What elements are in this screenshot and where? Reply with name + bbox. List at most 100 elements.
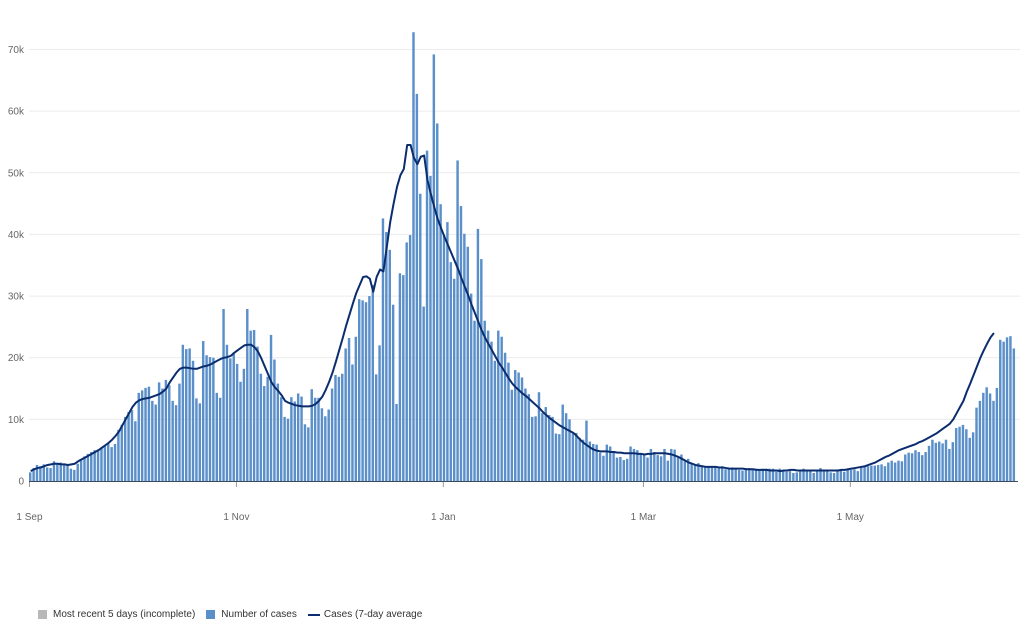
case-bar bbox=[439, 204, 442, 481]
case-bar bbox=[703, 466, 707, 481]
case-bar bbox=[59, 462, 62, 481]
case-bar bbox=[269, 334, 273, 481]
case-bar bbox=[822, 470, 826, 481]
case-bar bbox=[317, 397, 320, 481]
case-bar bbox=[754, 468, 758, 481]
case-bar bbox=[761, 468, 765, 481]
case-bar bbox=[307, 427, 310, 481]
case-bar bbox=[218, 397, 222, 481]
case-bar bbox=[944, 439, 948, 481]
case-bar bbox=[839, 470, 843, 481]
case-bar bbox=[507, 362, 510, 481]
case-bar bbox=[805, 469, 809, 481]
case-bar bbox=[551, 416, 554, 481]
case-bar bbox=[107, 442, 110, 481]
case-bar bbox=[866, 466, 870, 481]
case-bar bbox=[897, 460, 900, 481]
case-bar bbox=[442, 235, 446, 481]
case-bar bbox=[405, 242, 408, 481]
case-bar bbox=[476, 228, 480, 481]
y-tick-label: 20k bbox=[8, 353, 25, 364]
case-bar bbox=[171, 400, 174, 481]
case-bar bbox=[693, 464, 697, 481]
case-bar bbox=[605, 444, 609, 481]
x-tick-label: 1 Sep bbox=[16, 512, 43, 523]
case-bar bbox=[568, 419, 571, 481]
case-bar bbox=[330, 388, 334, 481]
case-bar bbox=[239, 381, 242, 481]
case-bar bbox=[263, 386, 266, 481]
case-bar bbox=[469, 293, 473, 481]
case-bar bbox=[710, 466, 714, 481]
case-bar bbox=[466, 246, 469, 481]
case-bar bbox=[286, 418, 290, 481]
case-bar bbox=[347, 337, 351, 481]
case-bar bbox=[185, 349, 188, 481]
case-bar bbox=[558, 434, 561, 481]
case-bar bbox=[765, 468, 768, 481]
case-bar bbox=[954, 427, 958, 481]
case-bar bbox=[157, 382, 161, 481]
case-bar bbox=[151, 400, 154, 481]
case-bar bbox=[463, 233, 466, 481]
case-bar bbox=[578, 437, 581, 481]
legend-swatch-average bbox=[307, 613, 320, 616]
case-bar bbox=[564, 413, 568, 481]
case-bar bbox=[778, 468, 782, 481]
case-bar bbox=[486, 330, 490, 481]
case-bar bbox=[724, 469, 727, 481]
case-bar bbox=[748, 468, 751, 481]
case-bar bbox=[700, 466, 704, 481]
case-bar bbox=[134, 421, 137, 481]
case-bar bbox=[96, 449, 100, 481]
case-bar bbox=[832, 472, 836, 481]
case-bar bbox=[73, 469, 76, 481]
legend-item-cases[interactable]: Number of cases bbox=[206, 609, 297, 620]
legend-item-average[interactable]: Cases (7-day average bbox=[307, 609, 423, 620]
case-bar bbox=[571, 433, 575, 481]
case-bar bbox=[93, 450, 96, 481]
case-bar bbox=[42, 464, 46, 481]
case-bar bbox=[602, 455, 605, 481]
case-bar bbox=[459, 206, 463, 481]
x-tick-label: 1 May bbox=[837, 512, 864, 523]
case-bar bbox=[45, 467, 49, 481]
case-bar bbox=[673, 449, 676, 481]
case-bar bbox=[978, 400, 982, 481]
case-bar bbox=[876, 464, 880, 481]
case-bar bbox=[619, 456, 622, 481]
legend-label-average: Cases (7-day average bbox=[323, 609, 423, 620]
case-bar bbox=[283, 416, 286, 481]
case-bar bbox=[161, 388, 164, 481]
case-bar bbox=[798, 470, 802, 481]
case-bar bbox=[653, 452, 656, 481]
y-tick-label: 40k bbox=[8, 230, 25, 241]
case-bar bbox=[904, 454, 907, 481]
y-tick-label: 60k bbox=[8, 107, 25, 118]
case-bar bbox=[751, 469, 754, 481]
case-bar bbox=[191, 360, 195, 481]
case-bar bbox=[707, 467, 710, 481]
case-bar bbox=[381, 218, 385, 481]
case-bar bbox=[279, 397, 283, 481]
case-bar bbox=[999, 339, 1002, 481]
case-bar bbox=[561, 404, 564, 481]
case-bar bbox=[731, 467, 734, 481]
case-bar bbox=[429, 175, 432, 482]
case-bar bbox=[1012, 348, 1016, 481]
case-bar bbox=[527, 394, 531, 481]
case-bar bbox=[622, 460, 625, 481]
case-bar bbox=[385, 231, 388, 481]
case-bar bbox=[140, 390, 144, 481]
case-bar bbox=[737, 469, 741, 481]
case-bar bbox=[354, 336, 358, 481]
case-bar bbox=[598, 452, 602, 481]
case-bar bbox=[907, 452, 910, 481]
legend-item-incomplete[interactable]: Most recent 5 days (incomplete) bbox=[38, 609, 195, 620]
case-bar bbox=[168, 385, 171, 481]
case-bar bbox=[361, 300, 364, 481]
case-bar bbox=[351, 364, 354, 481]
case-bar bbox=[32, 468, 35, 481]
case-bar bbox=[79, 459, 83, 481]
